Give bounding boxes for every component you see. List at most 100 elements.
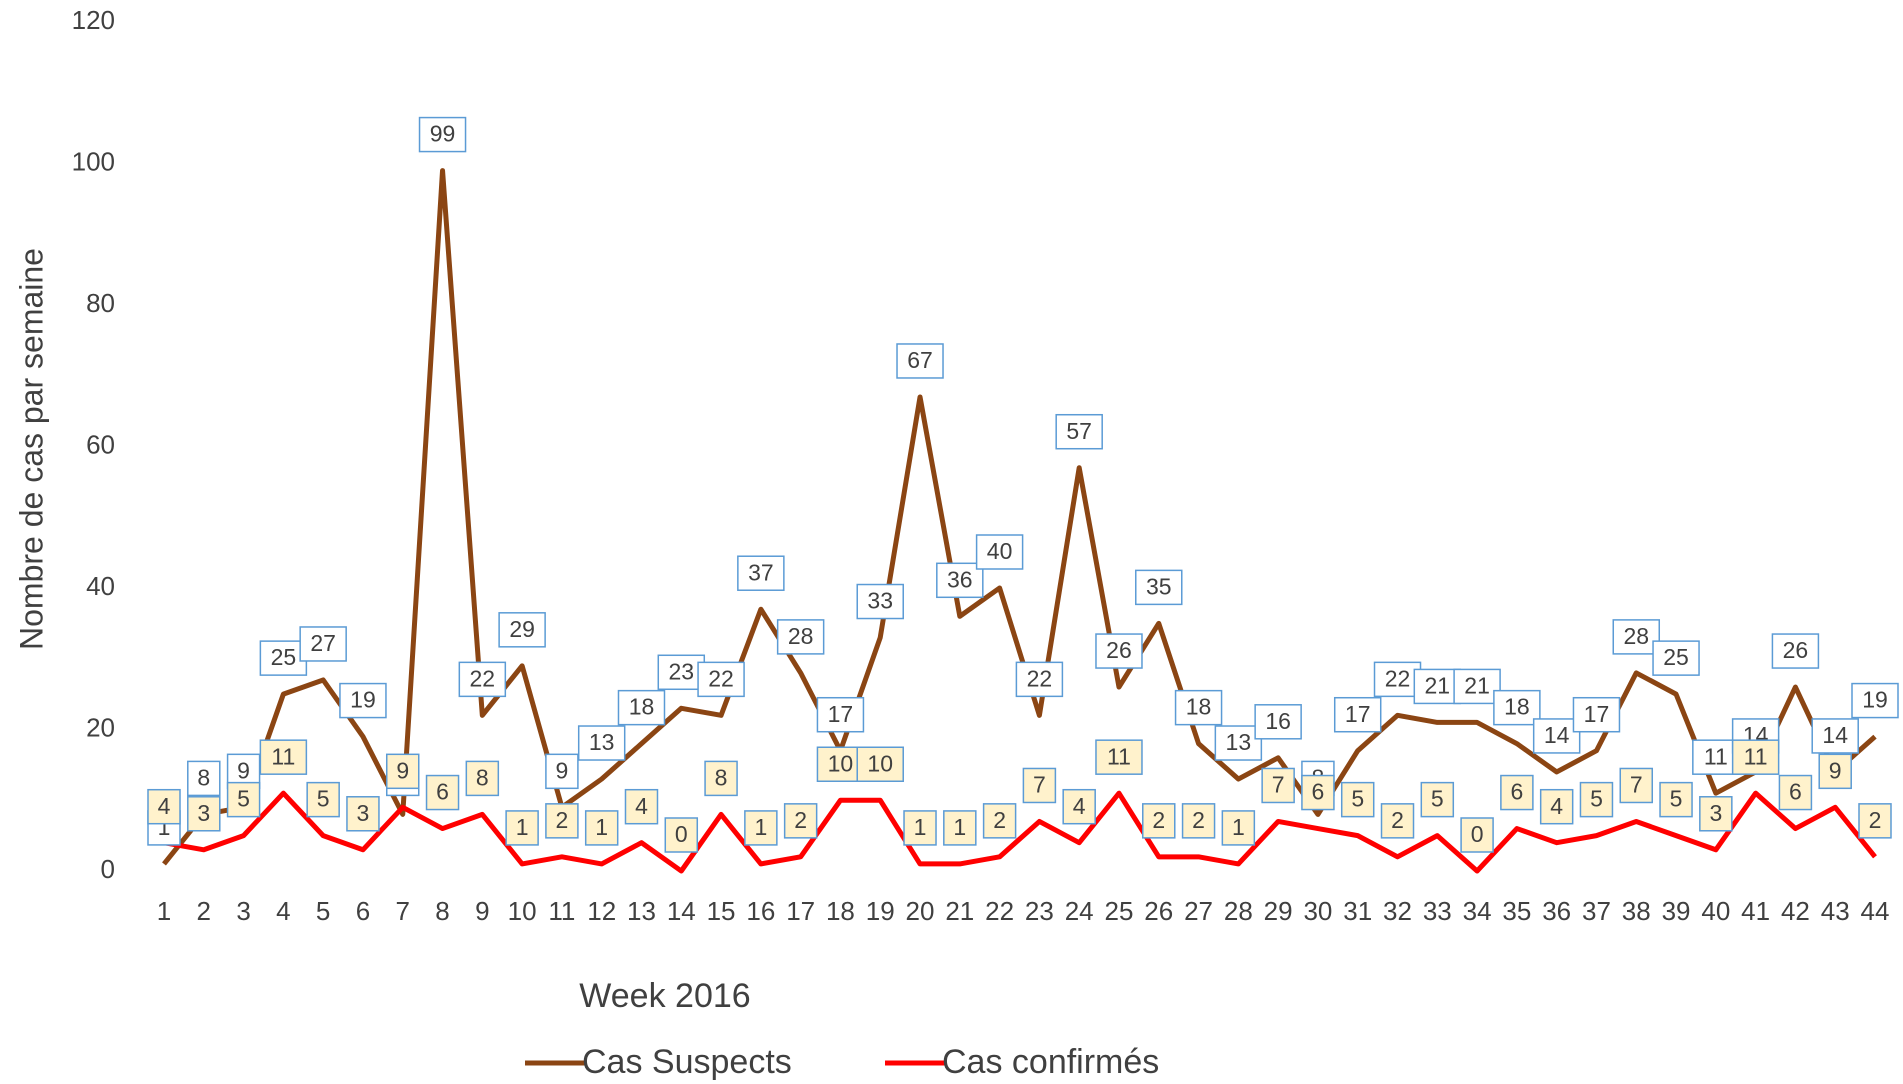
data-label-box xyxy=(1493,689,1541,726)
data-label-box xyxy=(1015,661,1064,698)
data-label-text: 18 xyxy=(1186,694,1212,720)
data-label: 26 xyxy=(1771,633,1820,669)
data-label-box xyxy=(936,562,984,599)
data-label-box xyxy=(1858,803,1892,839)
data-label: 33 xyxy=(856,583,904,620)
x-tick-label: 40 xyxy=(1701,896,1730,926)
data-label-text: 4 xyxy=(1073,793,1086,819)
data-label: 3 xyxy=(1699,796,1733,832)
data-label-box xyxy=(1413,668,1462,705)
y-axis-label: Nombre de cas par semaine xyxy=(13,248,49,650)
x-tick-label: 4 xyxy=(276,896,290,926)
data-label: 5 xyxy=(1420,781,1455,818)
data-label-box xyxy=(577,725,626,761)
data-label: 25 xyxy=(1652,640,1700,676)
data-label-box xyxy=(299,626,347,662)
data-label: 23 xyxy=(657,654,706,691)
data-label-box xyxy=(657,654,706,691)
data-label: 26 xyxy=(1095,633,1143,669)
data-label: 3 xyxy=(187,796,221,832)
data-label-box xyxy=(697,661,745,698)
x-tick-label: 1 xyxy=(157,896,171,926)
data-label-text: 2 xyxy=(1869,807,1882,833)
x-tick-label: 10 xyxy=(508,896,537,926)
data-label-box xyxy=(744,810,778,846)
data-label-text: 37 xyxy=(748,559,774,585)
x-tick-label: 39 xyxy=(1662,896,1691,926)
x-tick-label: 30 xyxy=(1303,896,1332,926)
x-tick-label: 38 xyxy=(1622,896,1651,926)
data-label-text: 1 xyxy=(914,814,927,840)
data-label-text: 57 xyxy=(1066,418,1092,444)
data-label-box xyxy=(1095,633,1143,669)
data-label-text: 67 xyxy=(907,347,933,373)
data-label-text: 3 xyxy=(197,800,210,826)
series-line xyxy=(162,168,1877,866)
data-label-text: 26 xyxy=(1783,637,1809,663)
data-label: 25 xyxy=(259,640,308,676)
data-label-box xyxy=(1221,810,1256,846)
data-label-box xyxy=(498,612,546,648)
x-tick-label: 22 xyxy=(985,896,1014,926)
data-label: 3 xyxy=(346,796,380,832)
x-tick-label: 9 xyxy=(475,896,489,926)
y-tick-label: 100 xyxy=(72,146,115,176)
data-label: 11 xyxy=(1692,739,1740,775)
data-label-text: 9 xyxy=(1829,757,1842,783)
y-tick-label: 0 xyxy=(101,854,115,884)
data-label-box xyxy=(259,640,308,676)
x-tick-label: 15 xyxy=(707,896,736,926)
data-label-text: 6 xyxy=(1789,779,1802,805)
data-label: 2 xyxy=(1181,803,1216,839)
data-label-text: 8 xyxy=(476,764,489,790)
data-label-box xyxy=(545,753,579,790)
series-line xyxy=(163,790,1877,874)
data-label-box xyxy=(458,661,507,698)
data-label-text: 25 xyxy=(1663,644,1689,670)
data-label-box xyxy=(1142,803,1176,839)
data-label: 0 xyxy=(664,817,699,853)
data-label-text: 10 xyxy=(867,750,893,776)
data-label: 16 xyxy=(1254,704,1302,740)
y-tick-label: 120 xyxy=(72,5,115,35)
data-label-text: 1 xyxy=(516,814,529,840)
data-label-box xyxy=(187,796,221,832)
data-label-text: 5 xyxy=(237,786,250,812)
data-label-box xyxy=(339,682,387,719)
x-tick-label: 14 xyxy=(667,896,696,926)
x-tick-label: 8 xyxy=(435,896,449,926)
data-label-box xyxy=(975,534,1024,570)
data-label-text: 19 xyxy=(1862,687,1888,713)
data-label-text: 8 xyxy=(715,764,728,790)
data-label-box xyxy=(783,803,818,839)
data-label-box xyxy=(1539,788,1574,825)
data-label-text: 9 xyxy=(237,757,250,783)
data-label: 19 xyxy=(1851,682,1899,719)
x-tick-label: 12 xyxy=(587,896,616,926)
data-label-text: 2 xyxy=(556,807,569,833)
x-tick-label: 24 xyxy=(1065,896,1094,926)
data-label: 6 xyxy=(1301,774,1335,811)
x-tick-label: 31 xyxy=(1343,896,1372,926)
data-label: 9 xyxy=(385,753,420,790)
data-label-text: 22 xyxy=(1385,665,1411,691)
data-label-box xyxy=(1659,781,1693,818)
x-tick-label: 3 xyxy=(236,896,250,926)
data-label-text: 1 xyxy=(595,814,608,840)
data-label-box xyxy=(903,810,937,846)
data-label-box xyxy=(856,746,904,782)
data-label-text: 2 xyxy=(794,807,807,833)
y-tick-label: 60 xyxy=(86,429,115,459)
data-label: 57 xyxy=(1055,413,1103,450)
data-label: 10 xyxy=(856,746,904,782)
data-label-text: 22 xyxy=(1027,665,1053,691)
data-label: 22 xyxy=(1015,661,1064,698)
data-label: 21 xyxy=(1453,668,1501,705)
data-label-text: 23 xyxy=(668,658,694,684)
data-label: 11 xyxy=(259,739,308,775)
data-label: 2 xyxy=(982,803,1017,839)
data-label-text: 27 xyxy=(310,630,336,656)
data-label-box xyxy=(1699,796,1733,832)
data-label-box xyxy=(1612,619,1661,655)
